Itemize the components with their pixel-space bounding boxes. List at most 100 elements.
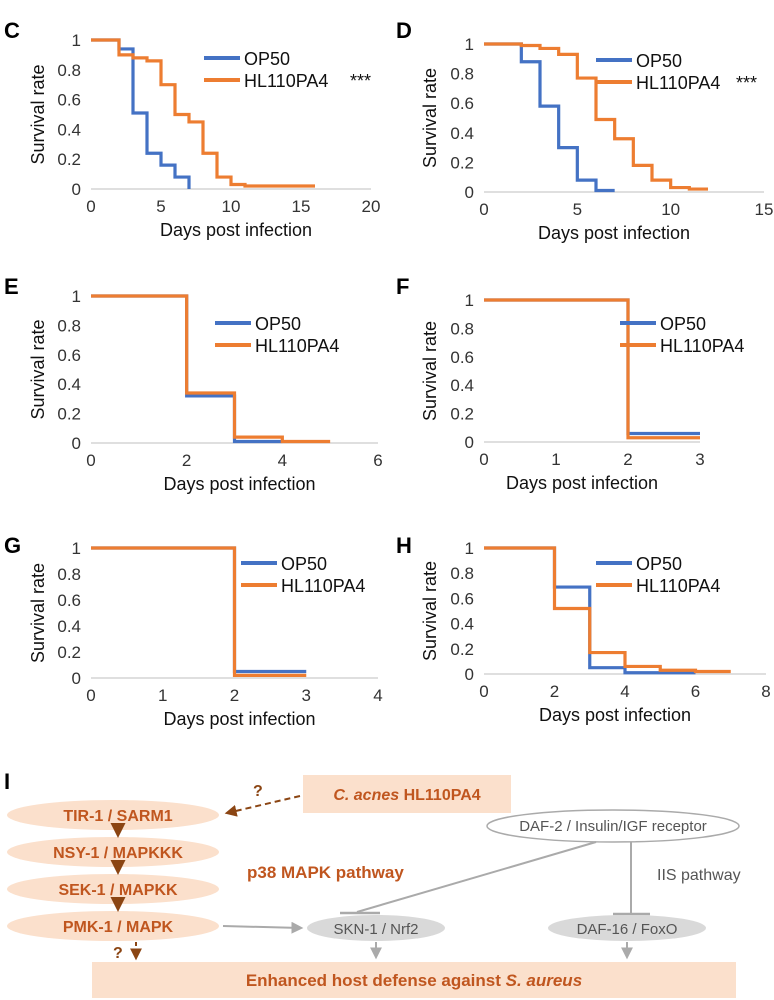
y-tick-label: 0.4 (57, 120, 81, 139)
x-axis-label: Days post infection (539, 705, 691, 725)
legend-label: HL110PA4 (244, 71, 328, 91)
y-axis-label: Survival rate (28, 563, 48, 663)
x-tick-label: 0 (86, 197, 95, 216)
node-daf2 (486, 809, 740, 843)
legend-label: HL110PA4 (281, 576, 365, 596)
outcome-label: Enhanced host defense against S. aureus (246, 971, 582, 990)
node-nsy1-label: NSY-1 / MAPKKK (53, 845, 183, 862)
y-tick-label: 1 (72, 287, 81, 306)
inhibit-line-skn1 (356, 841, 597, 913)
x-tick-label: 10 (661, 200, 680, 219)
legend-label: OP50 (636, 554, 682, 574)
series-line-hl110pa4 (484, 546, 731, 674)
x-tick-label: 3 (302, 686, 311, 705)
y-tick-label: 0.2 (450, 640, 474, 659)
legend-label: HL110PA4 (255, 336, 339, 356)
y-tick-label: 0.4 (57, 617, 81, 636)
legend-label: HL110PA4 (660, 336, 744, 356)
arrow-pmk1-skn1 (222, 921, 304, 934)
y-tick-label: 0.8 (57, 316, 81, 335)
panel-label: E (4, 274, 19, 299)
y-tick-label: 0.6 (57, 91, 81, 110)
p38-pathway-label: p38 MAPK pathway (247, 863, 404, 882)
y-tick-label: 1 (72, 31, 81, 50)
x-tick-label: 0 (479, 200, 488, 219)
series-line-hl110pa4 (484, 42, 708, 191)
x-tick-label: 2 (623, 450, 632, 469)
node-tir1-label: TIR-1 / SARM1 (63, 808, 172, 825)
node-skn1 (307, 915, 445, 941)
node-tir1 (7, 800, 219, 830)
legend-label: HL110PA4 (636, 576, 720, 596)
chart-f: F 0 1 2 3 0 0.2 0.4 0.6 0.8 1 Days post infection Su… (396, 274, 744, 493)
legend-label: OP50 (636, 51, 682, 71)
chart-d: D 0 5 10 15 0 0.2 0.4 0.6 0.8 1 Days post infection… (396, 18, 773, 243)
panel-label: F (396, 274, 409, 299)
y-tick-label: 0.6 (450, 348, 474, 367)
node-sek1 (7, 874, 219, 904)
x-tick-label: 5 (573, 200, 582, 219)
chart-c: C 0 5 10 15 20 0 0.2 0.4 0.6 0.8 1 Days post infecti… (4, 18, 380, 240)
x-axis-label: Days post infection (163, 474, 315, 494)
x-tick-label: 4 (620, 682, 629, 701)
node-daf16-label: DAF-16 / FoxO (577, 921, 678, 938)
y-tick-label: 0.4 (450, 615, 474, 634)
x-tick-label: 6 (373, 451, 382, 470)
y-tick-label: 0.8 (450, 65, 474, 84)
y-tick-label: 0 (72, 434, 81, 453)
y-axis-label: Survival rate (28, 64, 48, 164)
y-tick-label: 0.6 (450, 589, 474, 608)
iis-pathway-label: IIS pathway (657, 867, 741, 884)
node-skn1-label: SKN-1 / Nrf2 (333, 921, 418, 938)
x-tick-label: 2 (550, 682, 559, 701)
x-tick-label: 15 (292, 197, 311, 216)
node-nsy1 (7, 837, 219, 867)
y-tick-label: 0.4 (450, 124, 474, 143)
y-tick-label: 0.6 (450, 94, 474, 113)
y-tick-label: 0.8 (450, 564, 474, 583)
y-tick-label: 0 (72, 669, 81, 688)
significance-mark: *** (350, 71, 371, 91)
x-axis-label: Days post infection (163, 709, 315, 729)
source-label: C. acnes HL110PA4 (333, 787, 480, 804)
y-tick-label: 0 (465, 433, 474, 452)
chart-h: H 0 2 4 6 8 0 0.2 0.4 0.6 0.8 1 Days post infection S… (396, 533, 771, 725)
significance-mark: *** (736, 73, 757, 93)
y-tick-label: 0.2 (450, 405, 474, 424)
y-tick-label: 0.8 (57, 61, 81, 80)
y-tick-label: 0.4 (57, 375, 81, 394)
chart-g: G 0 1 2 3 4 0 0.2 0.4 0.6 0.8 1 Days post infection S… (4, 533, 383, 729)
x-tick-label: 4 (278, 451, 287, 470)
node-daf2-label: DAF-2 / Insulin/IGF receptor (519, 818, 707, 835)
node-pmk1 (7, 911, 219, 941)
y-tick-label: 0 (465, 183, 474, 202)
x-tick-label: 5 (156, 197, 165, 216)
chart-e: E 0 2 4 6 0 0.2 0.4 0.6 0.8 1 Days post infection Su… (4, 274, 383, 494)
x-tick-label: 10 (222, 197, 241, 216)
y-axis-label: Survival rate (420, 321, 440, 421)
y-tick-label: 0.2 (57, 405, 81, 424)
dashed-arrow-source-tir1 (224, 795, 301, 817)
x-tick-label: 20 (362, 197, 381, 216)
source-box (303, 775, 511, 813)
y-axis-label: Survival rate (420, 561, 440, 661)
y-tick-label: 0 (72, 180, 81, 199)
y-tick-label: 0 (465, 665, 474, 684)
legend-label: OP50 (660, 314, 706, 334)
series-line-op50 (91, 546, 307, 674)
unknown-mark-top: ? (253, 783, 263, 800)
x-tick-label: 4 (373, 686, 382, 705)
x-axis-label: Days post infection (538, 223, 690, 243)
y-tick-label: 0.6 (57, 591, 81, 610)
x-axis-label: Days post infection (160, 220, 312, 240)
y-tick-label: 0.6 (57, 346, 81, 365)
x-tick-label: 6 (691, 682, 700, 701)
x-tick-label: 0 (86, 451, 95, 470)
x-tick-label: 15 (755, 200, 774, 219)
legend-label: HL110PA4 (636, 73, 720, 93)
pathway-diagram: I C. acnes HL110PA4 TIR-1 / SARM1 NSY-1 … (4, 769, 741, 998)
legend-label: OP50 (255, 314, 301, 334)
panel-label: D (396, 18, 412, 43)
